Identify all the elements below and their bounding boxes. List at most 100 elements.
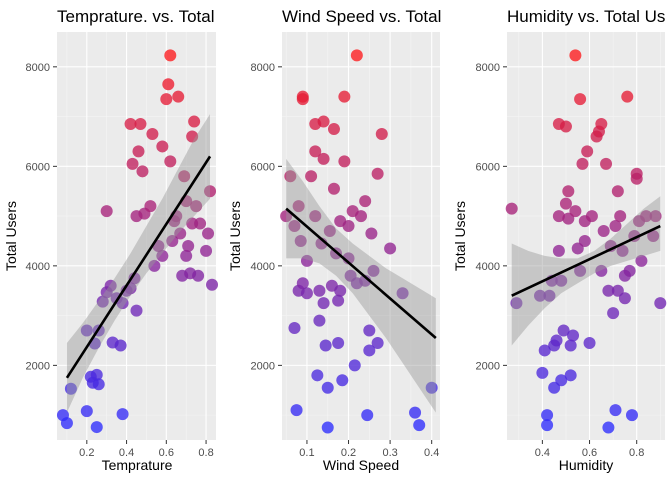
data-point bbox=[317, 297, 330, 310]
y-axis-label: Total Users bbox=[227, 201, 243, 271]
data-point bbox=[555, 374, 568, 387]
data-point bbox=[116, 408, 129, 421]
y-tick-label: 2000 bbox=[476, 360, 500, 372]
x-tick-label: 0.8 bbox=[629, 447, 644, 459]
y-tick-label: 8000 bbox=[251, 62, 275, 74]
data-point bbox=[174, 227, 187, 240]
data-point bbox=[618, 292, 631, 305]
data-point bbox=[534, 289, 547, 302]
x-tick-label: 0.8 bbox=[198, 447, 213, 459]
y-tick-label: 2000 bbox=[26, 360, 50, 372]
data-point bbox=[355, 210, 367, 223]
chart-title: Wind Speed vs. Total bbox=[282, 7, 441, 26]
data-point bbox=[182, 239, 195, 252]
data-point bbox=[609, 220, 622, 233]
chart-title: Temprature. vs. Total bbox=[57, 7, 214, 26]
data-point bbox=[541, 409, 554, 422]
data-point bbox=[649, 210, 662, 223]
x-axis-label: Humidity bbox=[559, 457, 613, 473]
data-point bbox=[581, 145, 594, 158]
y-axis-label: Total Users bbox=[452, 201, 468, 271]
data-point bbox=[180, 249, 193, 262]
data-point bbox=[574, 264, 587, 277]
x-tick-label: 0.1 bbox=[299, 447, 314, 459]
data-point bbox=[536, 366, 549, 379]
y-tick-label: 8000 bbox=[26, 62, 50, 74]
y-tick-label: 6000 bbox=[251, 161, 275, 173]
data-point bbox=[186, 130, 199, 143]
data-point bbox=[194, 217, 207, 230]
data-point bbox=[607, 307, 620, 320]
data-point bbox=[300, 287, 313, 300]
data-point bbox=[90, 368, 103, 381]
data-point bbox=[510, 297, 523, 310]
data-point bbox=[104, 279, 117, 292]
data-point bbox=[160, 93, 173, 106]
data-point bbox=[188, 115, 201, 128]
confidence-band bbox=[286, 158, 436, 413]
data-point bbox=[562, 212, 575, 225]
data-point bbox=[359, 195, 372, 208]
x-tick-label: 0.6 bbox=[159, 447, 174, 459]
data-point bbox=[206, 278, 219, 291]
data-point bbox=[296, 90, 309, 103]
data-point bbox=[309, 145, 322, 158]
data-point bbox=[305, 170, 318, 183]
data-point bbox=[126, 157, 139, 170]
data-point bbox=[280, 210, 293, 223]
y-axis-label: Total Users bbox=[3, 201, 19, 271]
data-point bbox=[114, 339, 127, 352]
data-point bbox=[290, 404, 303, 417]
x-tick-label: 0.2 bbox=[341, 447, 356, 459]
y-tick-label: 4000 bbox=[251, 261, 275, 273]
data-point bbox=[300, 254, 313, 267]
data-point bbox=[552, 210, 565, 223]
plot-background bbox=[57, 32, 216, 440]
x-tick-label: 0.2 bbox=[79, 447, 94, 459]
data-point bbox=[595, 118, 608, 131]
data-point bbox=[202, 227, 215, 240]
data-point bbox=[178, 170, 191, 183]
data-point bbox=[569, 205, 582, 218]
y-tick-label: 6000 bbox=[26, 161, 50, 173]
data-point bbox=[413, 419, 426, 432]
data-point bbox=[585, 210, 598, 223]
data-point bbox=[148, 259, 161, 272]
data-point bbox=[371, 167, 384, 180]
data-point bbox=[630, 172, 643, 185]
data-point bbox=[363, 324, 376, 337]
data-point bbox=[313, 284, 326, 297]
data-point bbox=[616, 244, 629, 257]
data-point bbox=[654, 297, 667, 310]
data-point bbox=[288, 220, 301, 233]
data-point bbox=[132, 145, 145, 158]
chart-title: Humidity vs. Total Us bbox=[507, 7, 665, 26]
data-point bbox=[574, 93, 587, 106]
data-point bbox=[156, 140, 169, 153]
data-point bbox=[564, 339, 577, 352]
data-point bbox=[190, 200, 203, 213]
data-point bbox=[162, 78, 175, 91]
data-point bbox=[609, 404, 622, 417]
data-point bbox=[611, 284, 624, 297]
data-point bbox=[166, 234, 179, 247]
data-point bbox=[569, 49, 582, 62]
data-point bbox=[294, 234, 307, 247]
data-point bbox=[288, 322, 301, 335]
x-tick-label: 0.6 bbox=[582, 447, 597, 459]
data-point bbox=[92, 378, 105, 391]
data-point bbox=[116, 297, 129, 310]
y-tick-label: 4000 bbox=[476, 261, 500, 273]
data-point bbox=[284, 170, 297, 183]
data-point bbox=[361, 409, 374, 422]
x-axis-label: Temprature bbox=[102, 457, 173, 473]
data-point bbox=[578, 234, 591, 247]
data-point bbox=[505, 202, 518, 215]
data-point bbox=[555, 274, 568, 287]
data-point bbox=[336, 374, 349, 387]
x-tick-label: 0.4 bbox=[119, 447, 134, 459]
data-point bbox=[64, 382, 77, 395]
data-point bbox=[559, 197, 572, 210]
chart-panel-3: 2000 4000 6000 8000 0.4 0.6 0.8 Humidity vs. To… bbox=[452, 7, 667, 473]
